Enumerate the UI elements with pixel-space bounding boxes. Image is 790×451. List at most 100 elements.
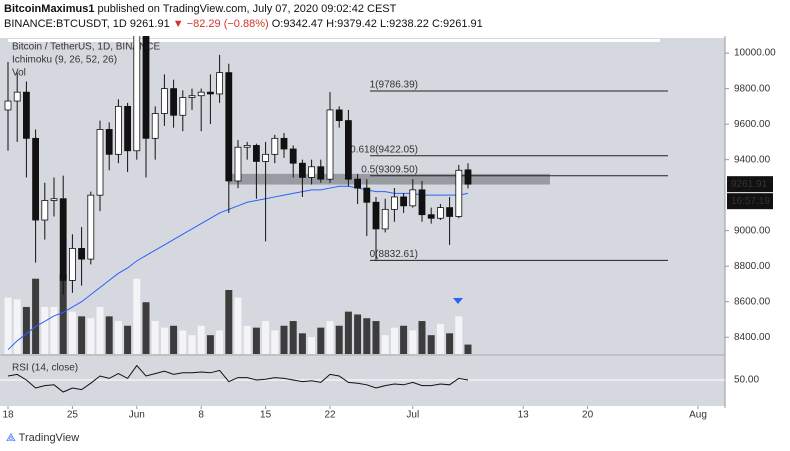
- candle-body: [96, 129, 104, 196]
- x-tick-label: 15: [260, 410, 272, 421]
- close: C:9261.91: [431, 18, 483, 30]
- candle-body: [59, 198, 67, 281]
- volume-bar: [400, 325, 408, 354]
- volume-bar: [32, 278, 40, 354]
- volume-bar: [78, 316, 86, 354]
- last: 9261.91: [129, 18, 170, 30]
- candle-body: [41, 200, 49, 221]
- open: O:9342.47: [271, 18, 324, 30]
- logo: ⟁: [6, 432, 16, 444]
- candle-body: [69, 248, 76, 281]
- chart-title: Bitcoin / TetherUS, 1D, BINANCE: [12, 42, 161, 53]
- x-tick-label: Jun: [129, 410, 145, 421]
- candle-body: [409, 189, 417, 207]
- candle-body: [400, 196, 408, 207]
- volume-bar: [372, 321, 380, 354]
- candle-body: [50, 198, 58, 201]
- x-tick-label: 8: [198, 410, 204, 421]
- volume-bar: [151, 321, 159, 354]
- candle-body: [197, 91, 205, 97]
- fib-label: 0(8832.61): [370, 249, 418, 260]
- candle-body: [252, 145, 260, 162]
- price-label: 9261.91: [731, 179, 768, 190]
- volume-bar: [344, 311, 352, 354]
- rsi-label: RSI (14, close): [12, 363, 78, 374]
- candle-body: [188, 95, 196, 98]
- change: ▼ −82.29 (−0.88%): [172, 18, 269, 30]
- top-bar: [8, 39, 660, 42]
- ma-line: [7, 185, 469, 351]
- volume-bar: [289, 321, 297, 354]
- volume-bar: [308, 337, 316, 354]
- candle-body: [4, 100, 12, 111]
- volume-bar: [96, 306, 104, 354]
- candle-body: [262, 153, 270, 162]
- y-tick-label: 10000.00: [734, 48, 776, 59]
- rsi-tick-label: 50.00: [734, 375, 759, 386]
- candle-body: [133, 36, 141, 152]
- candle-body: [216, 72, 224, 95]
- y-tick-label: 8800.00: [734, 261, 771, 272]
- x-tick-label: Jul: [406, 410, 419, 421]
- volume-bar: [354, 314, 362, 354]
- fib-label: 0.5(9309.50): [361, 164, 418, 175]
- candle-body: [32, 137, 39, 221]
- x-tick-label: 20: [582, 410, 594, 421]
- x-tick-label: 25: [67, 410, 79, 421]
- volume-bar: [317, 327, 325, 354]
- volume-bar: [105, 316, 113, 354]
- candle-body: [289, 148, 297, 164]
- candle-body: [115, 105, 122, 155]
- volume-bar: [418, 321, 426, 354]
- footer-text: TradingView: [18, 432, 80, 444]
- marker: [453, 298, 463, 304]
- volume-bar: [271, 330, 279, 354]
- volume-bar: [243, 325, 251, 354]
- volume-bar: [446, 333, 454, 354]
- volume-bar: [298, 333, 306, 354]
- candle-body: [354, 178, 362, 189]
- candle-body: [87, 194, 95, 260]
- volume-bar: [427, 335, 435, 354]
- volume-bar: [234, 297, 242, 354]
- footer: ⟁ TradingView: [6, 432, 79, 445]
- volume-bar: [436, 323, 444, 354]
- candle-body: [170, 88, 178, 116]
- volume-bar: [13, 299, 21, 354]
- price-box: [727, 176, 773, 193]
- candle-body: [271, 137, 279, 155]
- candle-body: [418, 189, 426, 216]
- volume-bar: [4, 297, 12, 354]
- candle-body: [427, 214, 435, 219]
- candle-body: [243, 145, 251, 148]
- candle-body: [372, 201, 380, 230]
- zone: [228, 173, 550, 185]
- low: L:9238.22: [379, 18, 429, 30]
- candle-body: [179, 97, 187, 116]
- candle-body: [308, 166, 316, 178]
- volume-bar: [87, 318, 95, 354]
- timer: 16:57:19: [731, 196, 770, 207]
- published: published on TradingView.com, July 07, 2…: [97, 3, 397, 15]
- x-tick-label: 22: [324, 410, 336, 421]
- y-tick-label: 9000.00: [734, 225, 771, 236]
- author: BitcoinMaximus1: [4, 3, 95, 15]
- indicator: Vol: [12, 68, 26, 79]
- candle-body: [464, 169, 472, 185]
- fib-label: 0.618(9422.05): [350, 144, 418, 155]
- volume-bar: [409, 330, 417, 354]
- candle-body: [78, 248, 85, 260]
- fib-label: 1(9786.39): [370, 80, 418, 91]
- volume-bar: [160, 327, 168, 354]
- candle-body: [317, 166, 325, 180]
- volume-bar: [41, 306, 49, 354]
- volume-bar: [197, 325, 205, 354]
- candle-body: [390, 196, 398, 210]
- candle-body: [335, 109, 343, 121]
- volume-bar: [206, 335, 214, 354]
- volume-bar: [68, 311, 76, 354]
- candle-body: [225, 72, 233, 182]
- candle-body: [105, 129, 113, 155]
- x-tick-label: 13: [518, 410, 530, 421]
